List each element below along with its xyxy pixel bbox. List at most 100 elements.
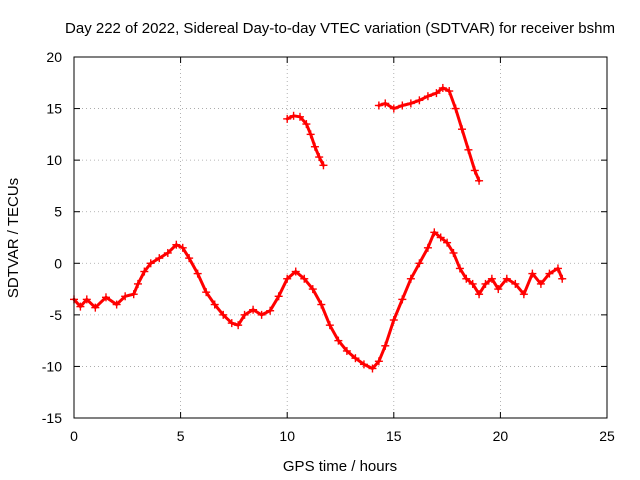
data-point: [308, 285, 317, 294]
data-point: [398, 101, 407, 110]
plot-frame: [73, 56, 608, 419]
data-point: [545, 269, 554, 278]
data-point: [389, 316, 398, 325]
data-point: [487, 274, 496, 283]
data-point: [193, 269, 202, 278]
data-point: [266, 306, 275, 315]
data-point: [455, 264, 464, 273]
x-axis-label: GPS time / hours: [283, 458, 397, 475]
data-point: [210, 300, 219, 309]
y-tick-label: -10: [42, 358, 62, 374]
data-point: [470, 166, 479, 175]
y-tick-label: 15: [46, 101, 62, 117]
data-point: [283, 114, 292, 123]
data-point: [163, 248, 172, 257]
data-point: [185, 254, 194, 263]
x-tick-label: 5: [177, 428, 185, 444]
data-point: [178, 243, 187, 252]
data-point: [423, 243, 432, 252]
data-point: [133, 279, 142, 288]
data-point: [445, 87, 454, 96]
data-point: [351, 354, 360, 363]
x-tick-label: 0: [70, 428, 78, 444]
data-point: [443, 238, 452, 247]
data-point: [249, 305, 258, 314]
data-point: [536, 279, 545, 288]
x-tick-label: 25: [599, 428, 615, 444]
data-point: [129, 290, 138, 299]
data-point: [202, 288, 211, 297]
data-point: [464, 145, 473, 154]
y-tick-label: -15: [42, 410, 62, 426]
chart-title: Day 222 of 2022, Sidereal Day-to-day VTE…: [65, 20, 615, 37]
data-point: [398, 295, 407, 304]
x-tick-label: 10: [279, 428, 295, 444]
data-point: [289, 111, 298, 120]
data-point: [291, 267, 300, 276]
y-tick-label: 20: [46, 49, 62, 65]
data-point: [553, 264, 562, 273]
data-point: [481, 279, 490, 288]
data-point: [451, 104, 460, 113]
data-point: [334, 336, 343, 345]
series-line: [72, 230, 564, 370]
data-point: [274, 292, 283, 301]
data-point: [91, 303, 100, 312]
data-series: [70, 83, 567, 373]
data-point: [558, 274, 567, 283]
data-point: [436, 233, 445, 242]
data-point: [302, 120, 311, 129]
data-point: [359, 360, 368, 369]
data-point: [511, 279, 520, 288]
data-point: [381, 99, 390, 108]
data-point: [112, 300, 121, 309]
y-tick-label: 5: [54, 204, 62, 220]
data-point: [502, 274, 511, 283]
data-point: [406, 274, 415, 283]
data-point: [406, 99, 415, 108]
data-point: [227, 319, 236, 328]
data-point: [462, 274, 471, 283]
sdtvar-main: [70, 228, 567, 373]
data-point: [432, 89, 441, 98]
data-point: [295, 112, 304, 121]
data-point: [374, 357, 383, 366]
data-point: [155, 254, 164, 263]
data-point: [415, 96, 424, 105]
data-point: [475, 176, 484, 185]
data-point: [449, 248, 458, 257]
data-point: [342, 346, 351, 355]
sdtvar-upper-segment-2: [374, 83, 484, 185]
data-point: [101, 293, 110, 302]
data-point: [146, 259, 155, 268]
data-point: [368, 364, 377, 373]
data-point: [325, 321, 334, 330]
y-tick-label: 10: [46, 152, 62, 168]
data-point: [172, 240, 181, 249]
data-point: [76, 302, 85, 311]
data-point: [381, 341, 390, 350]
data-point: [494, 285, 503, 294]
tick-labels: 0 5 10 15 20 25 -15 -10 -5 0 5 10 15 20: [42, 49, 615, 444]
data-point: [475, 290, 484, 299]
y-axis-label: SDTVAR / TECUs: [5, 178, 22, 298]
data-point: [319, 161, 328, 170]
data-point: [140, 267, 149, 276]
sdtvar-upper-segment-1: [283, 111, 328, 170]
data-point: [438, 83, 447, 92]
data-point: [458, 125, 467, 134]
data-point: [300, 274, 309, 283]
data-point: [310, 142, 319, 151]
data-point: [315, 153, 324, 162]
data-point: [82, 295, 91, 304]
data-point: [430, 228, 439, 237]
data-point: [121, 292, 130, 301]
data-point: [257, 310, 266, 319]
x-tick-label: 15: [386, 428, 402, 444]
data-point: [389, 104, 398, 113]
data-point: [219, 310, 228, 319]
data-point: [519, 290, 528, 299]
data-point: [528, 269, 537, 278]
data-point: [234, 321, 243, 330]
